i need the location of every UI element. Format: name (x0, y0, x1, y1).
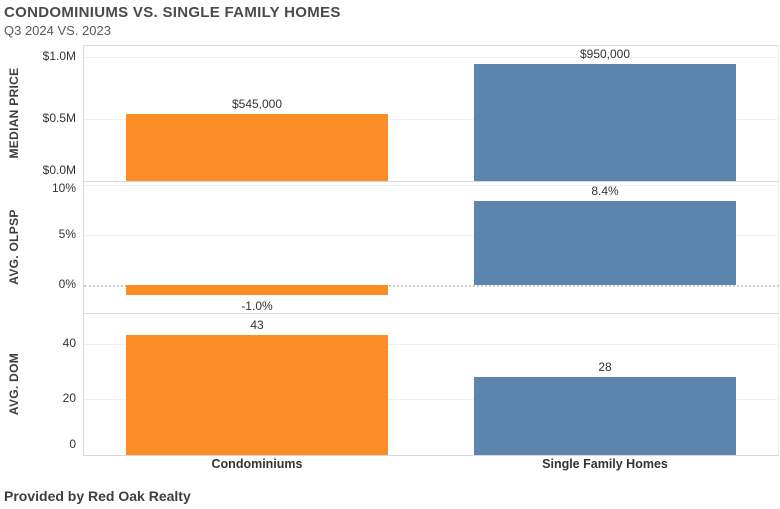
y-tick-label: $1.0M (42, 49, 76, 64)
y-tick-label: 0% (58, 277, 76, 291)
metric-axis-label-avg-olpsp: AVG. OLPSP (7, 209, 21, 285)
y-tick-label: 10% (51, 181, 76, 195)
bar-value-label: 28 (598, 360, 612, 374)
bar-single-family-homes-median-price[interactable] (474, 64, 736, 181)
credit-text: Provided by Red Oak Realty (4, 488, 191, 504)
bar-condominiums-median-price[interactable] (126, 114, 388, 181)
bar-value-label: 43 (250, 318, 264, 332)
gridline (84, 344, 779, 345)
gridline (84, 185, 779, 186)
panel-border (83, 181, 779, 182)
category-label-single-family-homes[interactable]: Single Family Homes (542, 457, 668, 471)
y-tick-label: 0 (69, 437, 76, 451)
panel-border (83, 45, 779, 46)
y-tick-label: 5% (58, 227, 76, 241)
gridline (84, 57, 779, 58)
y-tick-label: $0.0M (42, 163, 76, 177)
bar-condominiums-avg-dom[interactable] (126, 335, 388, 455)
zero-gridline (84, 285, 779, 287)
metric-axis-label-avg-dom: AVG. DOM (7, 352, 21, 416)
bar-value-label: -1.0% (241, 299, 273, 313)
y-tick-label: 20 (62, 391, 76, 406)
gridline (84, 235, 779, 236)
panel-border (83, 455, 779, 456)
panel-border (83, 313, 779, 314)
category-label-condominiums[interactable]: Condominiums (211, 457, 303, 471)
gridline (84, 119, 779, 120)
bar-value-label: 8.4% (591, 184, 619, 198)
y-tick-label: 40 (62, 335, 76, 350)
y-axis-line (83, 45, 84, 455)
bar-value-label: $545,000 (231, 97, 283, 111)
chart-subtitle: Q3 2024 VS. 2023 (4, 23, 111, 38)
bar-single-family-homes-avg-olpsp[interactable] (474, 201, 736, 285)
plot-right-edge (778, 45, 779, 455)
bar-single-family-homes-avg-dom[interactable] (474, 377, 736, 455)
y-tick-label: $0.5M (42, 111, 76, 126)
bar-condominiums-avg-olpsp[interactable] (126, 285, 388, 295)
chart-title: CONDOMINIUMS VS. SINGLE FAMILY HOMES (4, 4, 341, 21)
gridline (84, 399, 779, 400)
bar-value-label: $950,000 (579, 47, 631, 61)
